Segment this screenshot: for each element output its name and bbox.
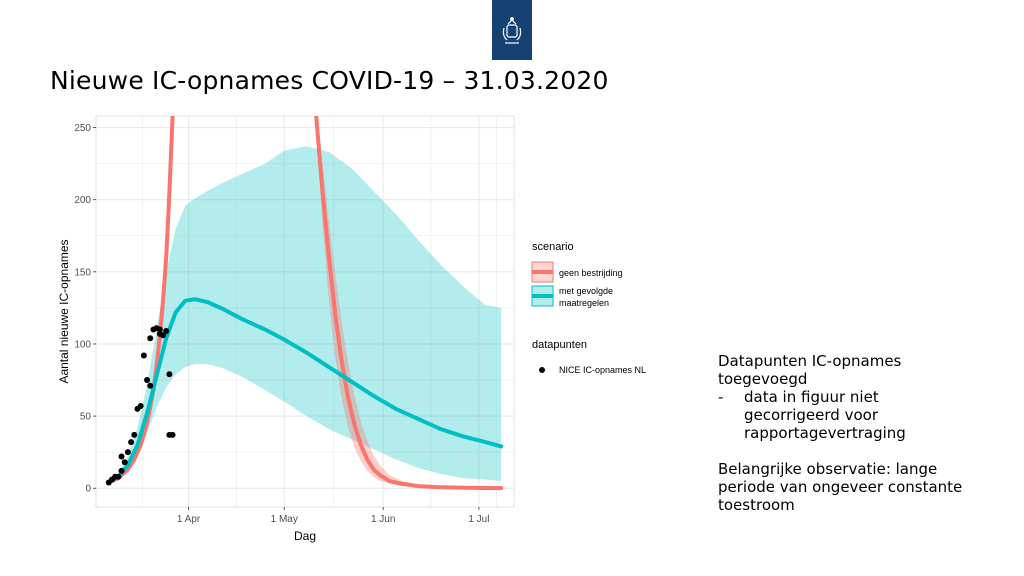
scenario-lines bbox=[106, 116, 504, 491]
bullet-marker: - bbox=[718, 388, 724, 406]
rijksoverheid-logo bbox=[492, 0, 532, 60]
legend-entry-label: met gevolgde bbox=[559, 286, 613, 296]
data-point bbox=[121, 459, 128, 466]
notes-bullet: - data in figuur niet gecorrigeerd voor … bbox=[718, 388, 1018, 442]
panel-border bbox=[95, 115, 515, 508]
y-tick-label: 50 bbox=[80, 412, 92, 423]
y-tick-label: 250 bbox=[74, 123, 91, 134]
legend-entry-label: geen bestrijding bbox=[559, 268, 623, 278]
logo-background bbox=[492, 0, 532, 60]
data-point bbox=[118, 453, 125, 460]
bullet-line: data in figuur niet bbox=[744, 388, 879, 406]
confidence-bands bbox=[108, 116, 502, 489]
bullet-line: rapportagevertraging bbox=[744, 424, 906, 442]
legend-title: datapunten bbox=[532, 339, 587, 351]
notes-panel: Datapunten IC-opnames toegevoegd - data … bbox=[718, 352, 1018, 514]
data-point bbox=[118, 467, 125, 474]
axes: 0 50 100 150 200 250 1 Apr 1 May 1 Jun 1 Jul Dag Aa… bbox=[57, 123, 489, 543]
legend-key-point bbox=[539, 367, 545, 373]
data-point bbox=[166, 371, 173, 378]
data-point bbox=[140, 352, 147, 359]
line-geen-bestrijding bbox=[314, 116, 504, 491]
data-point bbox=[137, 403, 144, 410]
data-point bbox=[163, 327, 170, 334]
data-point bbox=[124, 449, 131, 456]
legend-entry-label: NICE IC-opnames NL bbox=[559, 365, 646, 375]
y-axis-title: Aantal nieuwe IC-opnames bbox=[57, 239, 71, 383]
plot-panel bbox=[96, 116, 514, 507]
notes-heading-line: toegevoegd bbox=[718, 370, 808, 388]
x-tick-label: 1 Jul bbox=[468, 514, 489, 525]
observation-line: Belangrijke observatie: lange bbox=[718, 460, 938, 478]
x-tick-label: 1 Apr bbox=[177, 514, 201, 525]
data-point bbox=[156, 326, 163, 333]
data-point bbox=[115, 473, 122, 480]
data-point bbox=[147, 335, 154, 342]
line-met-gevolgde-maatregelen bbox=[106, 297, 504, 485]
y-tick-label: 150 bbox=[74, 267, 91, 278]
band-met-gevolgde-maatregelen bbox=[108, 146, 502, 484]
x-axis-title: Dag bbox=[294, 529, 316, 543]
x-tick-label: 1 Jun bbox=[371, 514, 395, 525]
notes-heading-line: Datapunten IC-opnames bbox=[718, 352, 902, 370]
legend: scenario geen bestrijding met gevolgde maat… bbox=[531, 241, 646, 375]
data-points bbox=[105, 325, 176, 486]
page-title: Nieuwe IC-opnames COVID-19 – 31.03.2020 bbox=[50, 66, 609, 95]
x-tick-label: 1 May bbox=[271, 514, 298, 525]
bullet-text: data in figuur niet gecorrigeerd voor ra… bbox=[744, 388, 906, 442]
observation-line: periode van ongeveer constante bbox=[718, 478, 963, 496]
observation-line: toestroom bbox=[718, 496, 795, 514]
y-tick-label: 200 bbox=[74, 195, 91, 206]
legend-title: scenario bbox=[532, 241, 574, 253]
data-point bbox=[144, 377, 151, 384]
data-point bbox=[160, 332, 167, 339]
bullet-line: gecorrigeerd voor bbox=[744, 406, 878, 424]
data-point bbox=[147, 382, 154, 389]
y-tick-label: 100 bbox=[74, 339, 91, 350]
y-tick-label: 0 bbox=[85, 484, 91, 495]
data-point bbox=[128, 439, 135, 446]
data-point bbox=[131, 431, 138, 438]
data-point bbox=[169, 431, 176, 438]
crest-icon bbox=[502, 17, 522, 44]
legend-entry-label: maatregelen bbox=[559, 298, 609, 308]
